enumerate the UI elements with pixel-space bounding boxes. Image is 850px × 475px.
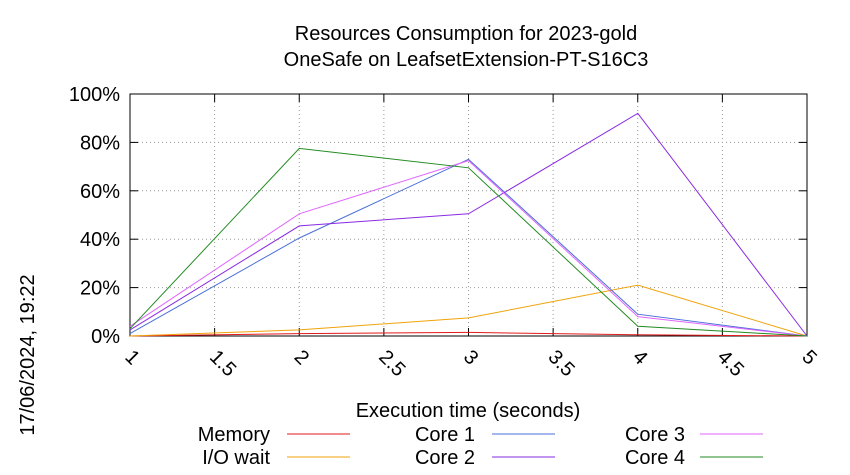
- y-tick-label: 80%: [80, 132, 120, 154]
- grid-lines: [130, 94, 807, 336]
- legend-label: Core 3: [625, 424, 685, 446]
- y-tick-label: 0%: [91, 326, 120, 348]
- y-tick-label: 100%: [69, 84, 120, 106]
- y-tick-label: 60%: [80, 181, 120, 203]
- series-line-i-o-wait: [129, 284, 808, 337]
- x-axis-label: Execution time (seconds): [356, 400, 581, 422]
- x-tick-label: 4.5: [713, 346, 748, 381]
- x-tick-label: 1.5: [205, 346, 240, 381]
- x-tick-label: 1: [120, 346, 143, 369]
- legend-label: I/O wait: [202, 447, 270, 469]
- legend-label: Core 4: [625, 447, 685, 469]
- chart-subtitle: OneSafe on LeafsetExtension-PT-S16C3: [284, 49, 649, 71]
- x-tick-label: 2.5: [374, 346, 409, 381]
- series-line-core-2: [129, 112, 808, 337]
- series-lines: [129, 112, 808, 337]
- chart-title: Resources Consumption for 2023-gold: [295, 23, 637, 45]
- axis-ticks: 0% 20% 40% 60% 80% 100% 1 1.5 2 2.5 3 3.5 4 4.5 5: [69, 84, 821, 381]
- legend-label: Memory: [198, 424, 270, 446]
- legend-label: Core 1: [415, 424, 475, 446]
- legend-label: Core 2: [415, 447, 475, 469]
- timestamp-label: 17/06/2024, 19:22: [17, 274, 39, 435]
- series-line-core-1: [129, 158, 808, 337]
- x-tick-label: 5: [797, 346, 820, 369]
- series-line-memory: [129, 331, 808, 337]
- x-tick-label: 2: [290, 346, 313, 369]
- x-tick-label: 3.5: [544, 346, 579, 381]
- x-tick-label: 4: [628, 346, 651, 369]
- series-line-core-3: [129, 160, 808, 337]
- series-line-core-4: [129, 147, 808, 337]
- x-tick-label: 3: [459, 346, 482, 369]
- y-tick-label: 40%: [80, 229, 120, 251]
- y-tick-label: 20%: [80, 278, 120, 300]
